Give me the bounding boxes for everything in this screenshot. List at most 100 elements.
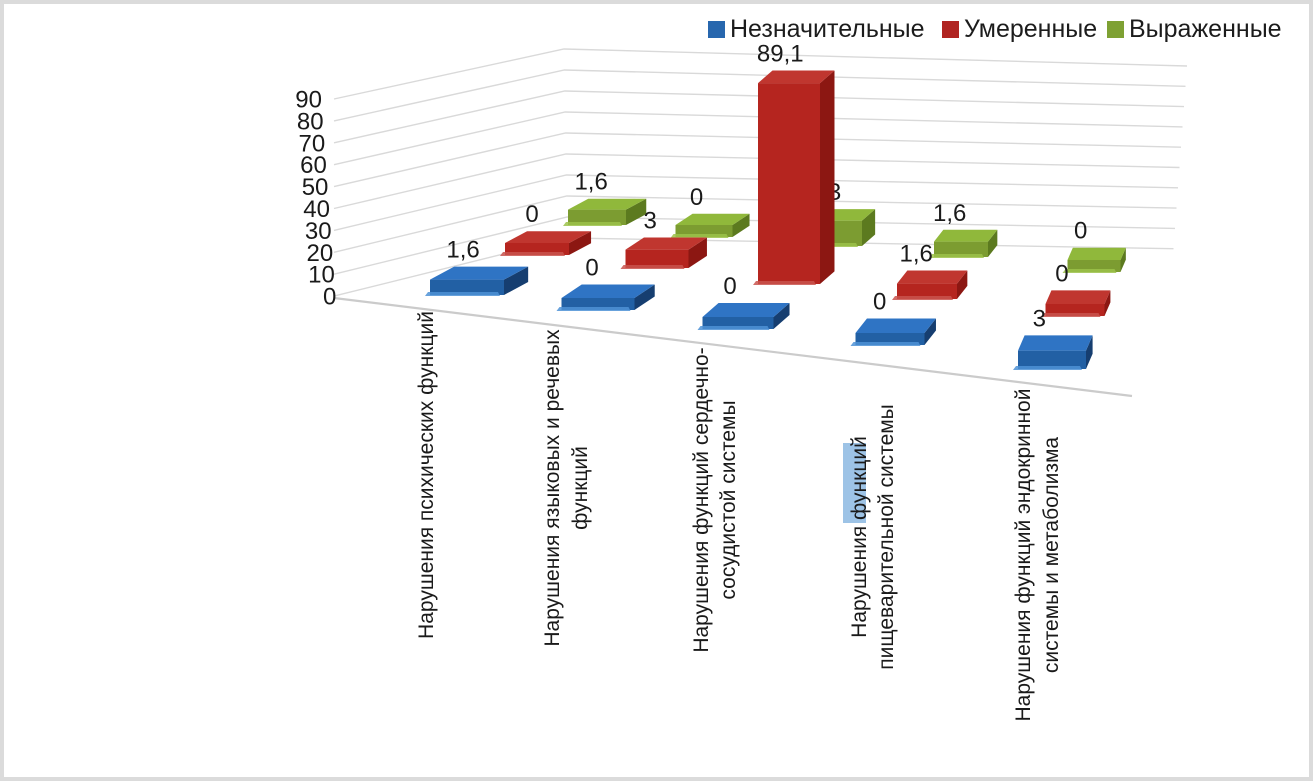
bar-s0-c3[interactable] <box>850 318 936 346</box>
bar-s1-c1[interactable] <box>620 237 707 269</box>
bar-bottom-bevel <box>620 265 685 269</box>
gridline-50 <box>333 132 1182 188</box>
category-label-4-line-0: Нарушения функций эндокринной <box>1012 389 1035 722</box>
category-label-2-line-1: сосудистой системы <box>717 400 740 599</box>
y-axis-tick-label: 90 <box>295 87 322 114</box>
category-label-text: сосудистой системы <box>717 400 740 599</box>
y-axis-tick-label: 80 <box>297 108 324 135</box>
y-axis-tick-label: 10 <box>308 262 335 289</box>
x-axis: Нарушения психических функций Нарушения я… <box>415 311 1063 721</box>
bar-side-face <box>862 209 876 246</box>
bar-top-face <box>855 318 936 333</box>
legend-swatch-red <box>942 21 959 38</box>
chart-legend: Незначительные Умеренные Выраженные <box>4 4 1309 44</box>
category-label-text: Нарушения языковых и речевых <box>541 329 564 647</box>
category-label-1-line-0: Нарушения языковых и речевых <box>541 329 564 647</box>
legend-label: Умеренные <box>964 15 1098 43</box>
data-label: 0 <box>1055 260 1068 287</box>
category-label-text: Нарушения функций сердечно- <box>690 347 713 652</box>
bar-s1-c0[interactable] <box>500 231 592 256</box>
bar-top-face <box>702 302 790 317</box>
bar-side-face <box>504 266 529 295</box>
bar-s1-c4[interactable] <box>1040 290 1111 317</box>
legend-item-umerennye[interactable]: Умеренные <box>942 15 1097 44</box>
series-Умеренные: 0 3 89,1 1,6 0 <box>500 40 1111 317</box>
bar-s0-c0[interactable] <box>425 266 529 296</box>
bar-bottom-bevel <box>500 252 565 256</box>
bar-side-face <box>569 231 592 255</box>
data-label: 1,6 <box>933 200 966 227</box>
gridline-70 <box>333 90 1185 144</box>
bar-top-face <box>568 198 647 210</box>
bar-s0-c2[interactable] <box>697 302 790 330</box>
data-label: 0 <box>585 255 598 282</box>
bar-front-face <box>625 249 689 268</box>
data-label: 1,6 <box>899 240 932 267</box>
bar-side-face <box>688 237 707 268</box>
legend-swatch-green <box>1107 21 1124 38</box>
bar-front-face <box>1018 350 1086 369</box>
legend-item-vyrazhennye[interactable]: Выраженные <box>1107 15 1282 44</box>
category-label-0-line-0: Нарушения психических функций <box>415 311 438 639</box>
category-label-4-line-1: системы и метаболизма <box>1040 437 1063 673</box>
category-label-3-line-1: пищеварительной системы <box>875 404 898 670</box>
bar-bottom-bevel <box>1013 366 1082 370</box>
bar-top-face <box>1067 247 1126 260</box>
data-label: 0 <box>723 273 736 300</box>
y-axis-tick-label: 20 <box>306 240 333 267</box>
bar-bottom-bevel <box>1040 313 1101 317</box>
bar-front-face <box>758 83 820 284</box>
bar-side-face <box>924 318 936 345</box>
category-label-3-line-0: Нарушения функций <box>843 436 871 638</box>
bar-side-face <box>988 229 998 257</box>
bar-front-face <box>897 283 957 299</box>
gridline-90 <box>333 48 1188 100</box>
bar-s1-c3[interactable] <box>892 270 968 300</box>
bar-side-face <box>1104 290 1111 316</box>
data-label: 1,6 <box>446 237 479 264</box>
bar-s2-c4[interactable] <box>1062 247 1126 273</box>
gridline-40 <box>333 153 1180 210</box>
legend-item-neznachitelnye[interactable]: Незначительные <box>708 15 925 44</box>
bar-side-face <box>626 198 647 225</box>
bar-s0-c1[interactable] <box>556 284 655 311</box>
gridline-30 <box>333 174 1179 232</box>
category-label-text: функций <box>569 446 592 530</box>
bar-top-face <box>1045 290 1111 304</box>
category-label-text: Нарушения функций <box>848 436 871 638</box>
data-label: 0 <box>690 184 703 211</box>
y-axis-tick-label: 70 <box>298 130 325 157</box>
category-label-1-line-1: функций <box>569 446 592 530</box>
legend-swatch-blue <box>708 21 725 38</box>
gridline-80 <box>333 69 1186 122</box>
bar-side-face <box>634 284 655 310</box>
data-label: 89,1 <box>757 40 804 67</box>
category-label-text: системы и метаболизма <box>1040 437 1063 673</box>
data-label: 3 <box>644 207 657 234</box>
bar-s0-c4[interactable] <box>1013 335 1093 370</box>
category-label-text: Нарушения функций эндокринной <box>1012 389 1035 722</box>
bar-bottom-bevel <box>929 254 984 258</box>
data-label: 0 <box>873 289 886 316</box>
bar-s2-c3[interactable] <box>929 229 998 258</box>
bar-top-face <box>561 284 655 298</box>
floor-front-edge <box>333 296 1133 398</box>
y-axis-tick-label: 30 <box>305 218 332 245</box>
bar-bottom-bevel <box>850 342 921 346</box>
bar-bottom-bevel <box>556 307 631 311</box>
data-label: 1,6 <box>574 169 607 196</box>
bar-side-face <box>1120 247 1126 272</box>
bar-bottom-bevel <box>670 234 729 238</box>
gridline-20 <box>333 195 1177 253</box>
bar-front-face <box>430 279 504 295</box>
bar-s2-c0[interactable] <box>563 198 647 226</box>
bar-s2-c1[interactable] <box>670 213 750 238</box>
legend-label: Незначительные <box>730 15 925 43</box>
bar-bottom-bevel <box>697 326 770 330</box>
bar-top-face <box>625 237 707 250</box>
bar-s1-c2[interactable] <box>753 70 835 285</box>
bar-top-face <box>934 229 998 242</box>
